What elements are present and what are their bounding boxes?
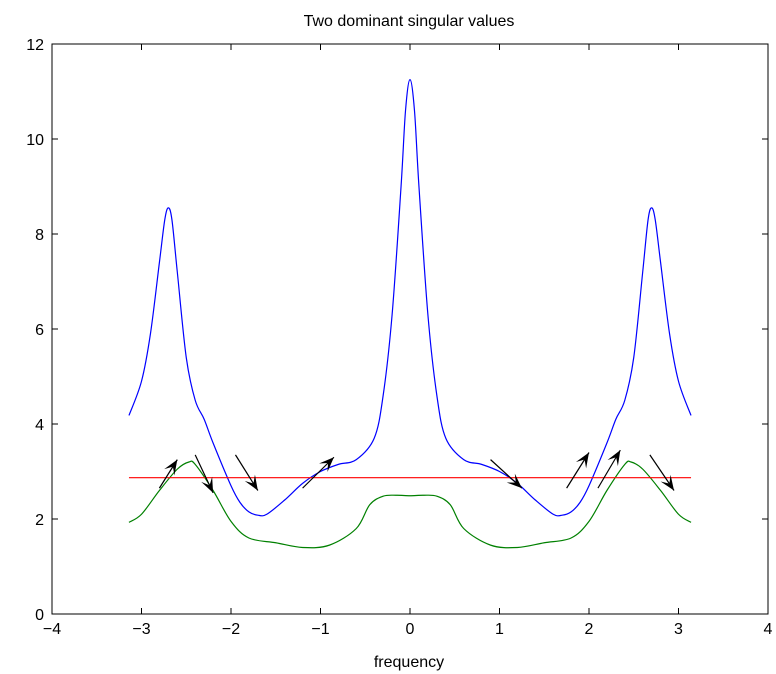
x-tick-label: −4 — [43, 621, 61, 638]
x-tick-label: −3 — [132, 621, 150, 638]
y-tick-label: 10 — [26, 132, 44, 149]
arrow-annotation — [234, 454, 259, 491]
plot-area — [51, 43, 769, 615]
arrow-annotation — [158, 459, 178, 489]
x-axis-label: frequency — [374, 654, 444, 671]
series-line-2 — [128, 460, 692, 549]
arrow-annotation — [597, 449, 621, 489]
y-tick-label: 6 — [35, 322, 44, 339]
y-tick-label: 12 — [26, 37, 44, 54]
series-line-1 — [128, 79, 692, 517]
x-tick-label: 2 — [585, 621, 594, 638]
x-tick-label: 3 — [674, 621, 683, 638]
series-layer — [128, 79, 692, 549]
x-tick-label: 0 — [406, 621, 415, 638]
x-tick-label: 1 — [495, 621, 504, 638]
y-tick-label: 0 — [35, 607, 44, 624]
arrow-annotation — [566, 452, 590, 489]
arrow-layer — [158, 449, 675, 494]
x-tick-label: −1 — [311, 621, 329, 638]
axes-background — [52, 44, 768, 614]
arrow-annotation — [649, 454, 675, 491]
arrow-annotation — [194, 454, 214, 494]
chart-title: Two dominant singular values — [304, 13, 515, 30]
x-tick-label: −2 — [222, 621, 240, 638]
x-tick-label: 4 — [764, 621, 773, 638]
y-tick-label: 8 — [35, 227, 44, 244]
arrow-annotation — [302, 456, 335, 489]
y-tick-label: 2 — [35, 512, 44, 529]
arrow-annotation — [490, 459, 523, 489]
y-tick-label: 4 — [35, 417, 44, 434]
